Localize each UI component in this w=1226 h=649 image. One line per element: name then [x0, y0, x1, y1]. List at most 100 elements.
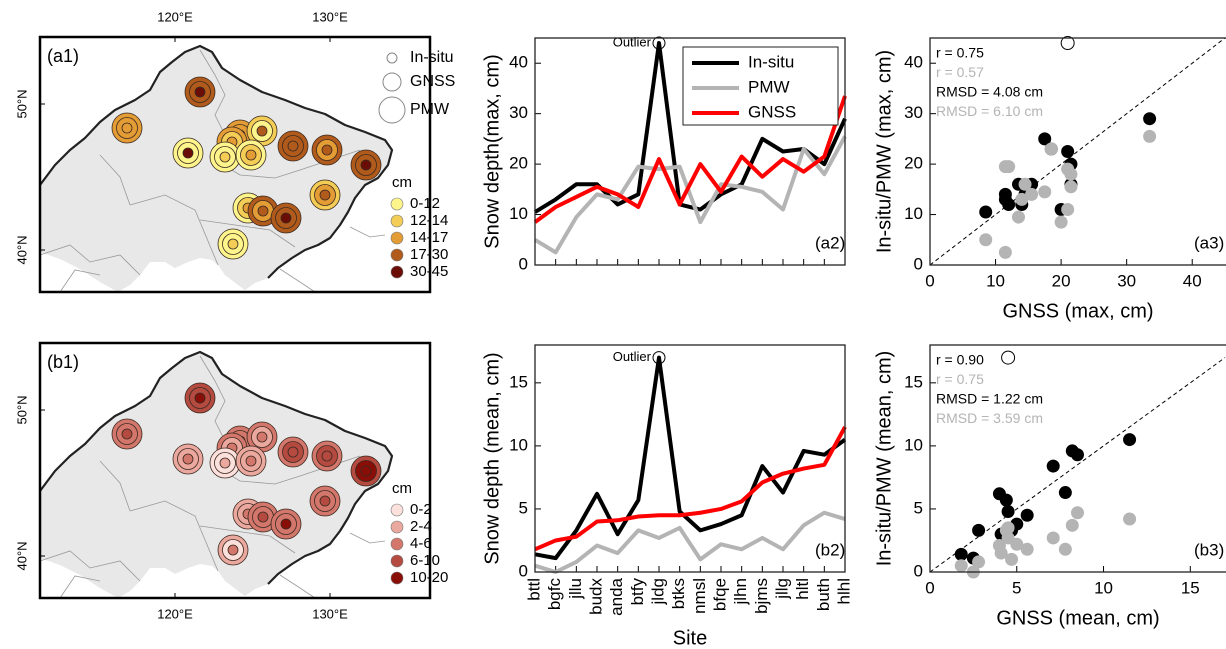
scatter-point: [1001, 504, 1015, 518]
one-to-one-line: [929, 357, 1226, 573]
x-tick-label: 10: [1094, 578, 1113, 597]
y-tick-label: 40°N: [14, 235, 29, 264]
data-line: [534, 426, 847, 552]
data-line: [533, 41, 847, 214]
scatter-point: [1046, 459, 1060, 473]
class-label: 17-30: [410, 246, 448, 263]
class-label: 4-6: [410, 535, 432, 552]
y-tick-label: 40: [509, 53, 528, 72]
y-tick-label: 10: [904, 204, 923, 223]
scatter-point: [979, 205, 993, 219]
y-axis-label: In-situ/PMW (mean, cm): [873, 351, 895, 567]
legend-symbol: [382, 72, 402, 92]
x-tick-label: bfqe: [710, 578, 729, 611]
scatter-point: [994, 546, 1008, 560]
y-tick-label: 30: [904, 103, 923, 122]
y-tick-label: 0: [914, 561, 923, 580]
province-border: [39, 244, 141, 276]
class-swatch: [390, 571, 404, 585]
station-marker: [219, 457, 231, 469]
station-marker: [280, 212, 292, 224]
class-label: 0-12: [410, 195, 440, 212]
station-marker: [257, 511, 269, 523]
x-tick-label: 30: [1117, 271, 1136, 290]
legend-label: GNSS: [748, 102, 796, 121]
x-tick-label: 40: [1183, 271, 1202, 290]
scatter-point: [1064, 167, 1078, 181]
scatter-point: [1012, 210, 1025, 224]
y-axis-label: In-situ/PMW (max, cm): [873, 50, 895, 253]
class-swatch: [390, 248, 404, 262]
scatter-point: [1061, 203, 1075, 217]
y-tick-label: 50°N: [14, 89, 29, 118]
x-tick-label: jllg: [772, 578, 791, 600]
x-tick-label: 15: [1181, 578, 1200, 597]
y-axis-label: Snow depth (mean, cm): [481, 352, 503, 564]
station-marker: [194, 392, 206, 404]
station-marker: [245, 455, 257, 467]
class-label: 12-14: [410, 212, 448, 229]
scatter-point: [972, 555, 986, 569]
y-tick-label: 5: [914, 498, 923, 517]
x-tick-label: jlhn: [731, 578, 750, 605]
outlier-annotation: Outlier: [613, 349, 652, 364]
station-marker: [257, 205, 269, 217]
colorbar-title: cm: [392, 174, 412, 191]
province-border: [199, 525, 296, 554]
station-marker: [245, 149, 257, 161]
country-border: [39, 44, 394, 279]
y-tick-label: 10: [509, 204, 528, 223]
scatter-point: [1123, 433, 1137, 447]
scatter-point: [1044, 142, 1058, 156]
class-swatch: [390, 214, 404, 228]
station-marker: [219, 151, 231, 163]
station-marker: [182, 453, 194, 465]
scatter-point: [1038, 132, 1052, 146]
province-border: [59, 269, 101, 293]
scatter-point: [1002, 197, 1016, 211]
y-tick-label: 15: [904, 372, 923, 391]
stat-annotation: r = 0.57: [936, 64, 984, 80]
y-tick-label: 40°N: [14, 541, 29, 570]
station-marker: [256, 431, 268, 443]
legend-symbol: [378, 96, 406, 124]
stat-annotation: RMSD = 6.10 cm: [936, 103, 1043, 119]
province-border: [59, 575, 101, 599]
class-label: 14-17: [410, 229, 448, 246]
scatter-point: [1054, 215, 1068, 229]
class-swatch: [390, 520, 404, 534]
map: 120°E 130°E 50°N 40°N (b1) cm 0-22-44-66-1010-…: [14, 341, 448, 621]
x-tick-label: bttl: [524, 578, 543, 601]
y-tick-label: 20: [904, 154, 923, 173]
class-swatch: [390, 554, 404, 568]
scatter-point: [1071, 448, 1084, 462]
station-marker: [319, 189, 331, 201]
scatter-point: [972, 523, 986, 537]
plot-frame: [929, 37, 1226, 266]
scatter-point: [1005, 552, 1019, 566]
scatter-point: [954, 547, 968, 561]
province-border: [99, 460, 131, 512]
province-border: [279, 574, 316, 599]
data-line: [534, 355, 847, 561]
scatter-point: [1002, 160, 1016, 174]
stat-annotation: r = 0.90: [936, 352, 984, 368]
panel-label: (b1): [47, 352, 79, 372]
x-tick-label: budx: [586, 578, 605, 615]
x-tick-label: bgfc: [545, 578, 564, 611]
province-border: [279, 268, 316, 293]
class-label: 0-2: [410, 501, 432, 518]
stat-annotation: RMSD = 4.08 cm: [936, 84, 1043, 100]
data-line: [533, 95, 847, 224]
scatter-point: [1020, 508, 1034, 522]
panel-label: (b2): [815, 540, 845, 559]
stat-annotation: RMSD = 1.22 cm: [936, 391, 1043, 407]
stat-annotation: r = 0.75: [936, 45, 984, 61]
scatter-point: [1018, 177, 1032, 191]
province-border: [129, 500, 219, 572]
station-marker: [360, 465, 372, 477]
scatter-point: [1123, 512, 1137, 526]
x-tick-label: jllu: [566, 578, 585, 600]
